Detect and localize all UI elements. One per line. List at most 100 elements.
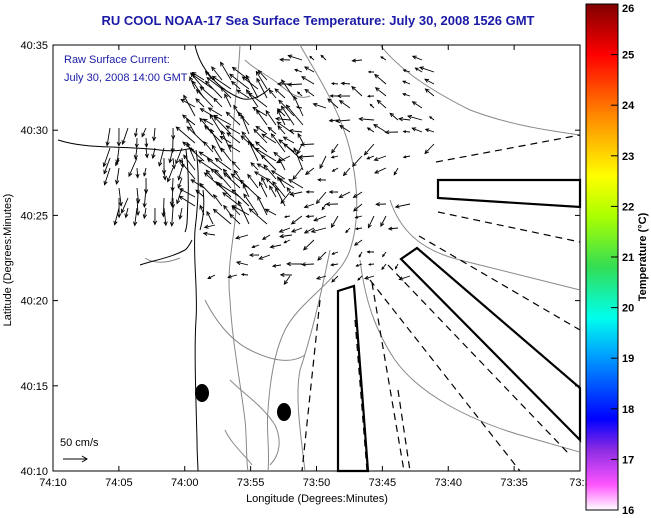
current-vector (206, 210, 214, 225)
plot-frame (52, 44, 581, 472)
current-vector (257, 195, 268, 216)
current-vector (231, 188, 250, 207)
colorbar-tick-label: 20 (622, 303, 634, 315)
current-vector (183, 94, 196, 117)
current-vector (298, 154, 315, 159)
x-ticks: 74:10 74:05 74:00 73:55 73:50 73:45 73:40 73:35… (39, 45, 591, 489)
current-vector (235, 260, 249, 266)
current-vector (247, 173, 259, 189)
dashed-line (437, 211, 581, 243)
current-vector (354, 227, 363, 231)
colorbar-label: Temperature (°C) (637, 212, 649, 301)
current-vector (231, 160, 241, 171)
current-vector (265, 177, 277, 189)
current-vector (225, 111, 241, 126)
coastline-inlet (184, 149, 189, 233)
current-vector (227, 274, 238, 279)
coastline-shrewsbury (139, 239, 193, 266)
current-vector (283, 239, 291, 244)
current-vector (304, 88, 315, 97)
dashed-line (369, 279, 521, 472)
current-vector (285, 104, 304, 126)
current-vector (366, 94, 375, 98)
current-vector (330, 215, 339, 229)
current-vector (103, 167, 111, 186)
current-vector (357, 275, 363, 281)
current-vector (268, 89, 277, 99)
current-vector (301, 262, 315, 267)
current-vector (105, 127, 111, 147)
current-vector (223, 172, 241, 189)
current-vector (102, 147, 111, 168)
current-vector (373, 155, 387, 162)
current-vector (256, 163, 268, 171)
current-vector (258, 181, 268, 198)
current-vector (402, 130, 411, 134)
current-vector (178, 207, 183, 220)
current-vector (331, 167, 339, 172)
colorbar-tick-label: 25 (622, 50, 634, 62)
current-vector (221, 130, 232, 153)
current-vector (320, 54, 327, 61)
current-vector (283, 143, 304, 162)
depth-contour (229, 379, 280, 466)
current-vector (374, 73, 387, 85)
current-vector (294, 68, 303, 73)
current-vector (278, 99, 295, 117)
current-vector (367, 263, 375, 266)
current-vector (340, 81, 351, 86)
current-vector (237, 111, 250, 126)
current-vector (414, 67, 423, 73)
current-vector (384, 130, 399, 135)
current-vector (407, 114, 423, 121)
current-vector (186, 118, 196, 135)
current-vector (364, 275, 375, 280)
current-vector (380, 56, 387, 61)
current-vector (261, 234, 271, 240)
current-vector (289, 191, 303, 196)
zone-box-east (436, 178, 582, 209)
colorbar-tick-label: 19 (622, 353, 634, 365)
current-vector (211, 75, 232, 90)
current-vector (366, 155, 375, 160)
current-vector (204, 70, 214, 81)
current-vector (220, 87, 232, 99)
current-vector (231, 205, 250, 216)
current-vector (220, 61, 232, 81)
current-vector (206, 158, 223, 171)
current-vector (290, 227, 303, 233)
current-vector (280, 105, 295, 126)
current-vector (248, 208, 268, 225)
current-vector (367, 70, 375, 74)
current-vector (229, 73, 250, 90)
current-vector (190, 179, 205, 189)
current-vector (325, 202, 339, 207)
annotation-line1: Raw Surface Current: (64, 54, 170, 66)
current-vector (250, 161, 259, 171)
current-vector (398, 116, 411, 122)
current-vector (254, 147, 277, 162)
x-tick-label: 73:50 (303, 477, 331, 489)
current-vector (376, 99, 387, 109)
current-vector (180, 157, 185, 169)
current-vector (276, 155, 291, 164)
current-vector (339, 124, 351, 133)
current-vector (163, 207, 168, 227)
current-vector (135, 167, 140, 179)
depth-contour (389, 199, 581, 291)
current-vector (175, 147, 183, 165)
current-vector (141, 127, 147, 138)
current-vector (338, 100, 351, 109)
current-vector (424, 128, 435, 133)
current-vector (367, 215, 375, 229)
station-marker (195, 384, 209, 402)
current-vector (277, 125, 286, 135)
depth-contours (144, 44, 581, 472)
current-vector (283, 275, 291, 286)
current-vectors (102, 54, 435, 286)
current-vector (402, 69, 411, 73)
current-vector (115, 157, 120, 167)
current-vector (256, 77, 268, 99)
colorbar-tick-label: 21 (622, 252, 634, 264)
annotation-line2: July 30, 2008 14:00 GMT (64, 72, 188, 84)
